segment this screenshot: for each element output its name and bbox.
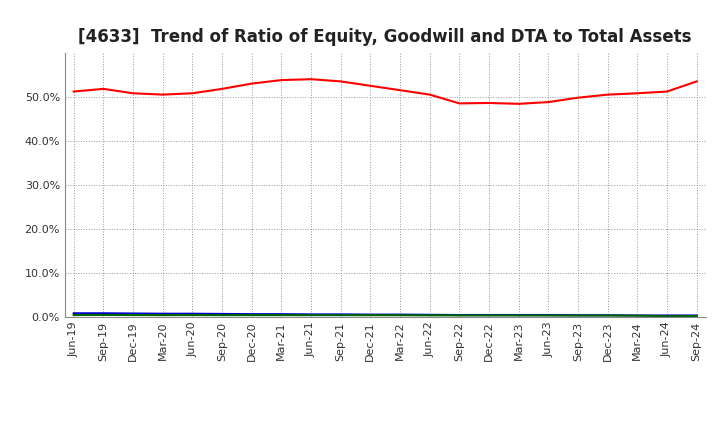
Equity — [455, 101, 464, 106]
Deferred Tax Assets — [574, 313, 582, 318]
Goodwill — [366, 312, 374, 317]
Goodwill — [396, 312, 405, 317]
Deferred Tax Assets — [426, 313, 434, 318]
Deferred Tax Assets — [455, 313, 464, 318]
Deferred Tax Assets — [544, 313, 553, 318]
Line: Equity: Equity — [73, 79, 697, 104]
Equity — [336, 79, 345, 84]
Deferred Tax Assets — [514, 313, 523, 318]
Equity — [603, 92, 612, 97]
Goodwill — [426, 312, 434, 317]
Goodwill — [693, 313, 701, 318]
Equity — [693, 79, 701, 84]
Deferred Tax Assets — [307, 312, 315, 318]
Deferred Tax Assets — [99, 312, 108, 318]
Goodwill — [129, 311, 138, 316]
Equity — [248, 81, 256, 86]
Goodwill — [188, 311, 197, 316]
Deferred Tax Assets — [277, 312, 286, 318]
Goodwill — [514, 312, 523, 318]
Equity — [396, 88, 405, 93]
Goodwill — [485, 312, 493, 318]
Goodwill — [99, 311, 108, 316]
Equity — [129, 91, 138, 96]
Equity — [188, 91, 197, 96]
Line: Goodwill: Goodwill — [73, 313, 697, 315]
Goodwill — [544, 312, 553, 318]
Equity — [307, 77, 315, 82]
Equity — [485, 100, 493, 106]
Goodwill — [633, 313, 642, 318]
Goodwill — [455, 312, 464, 318]
Deferred Tax Assets — [485, 313, 493, 318]
Deferred Tax Assets — [336, 312, 345, 318]
Equity — [217, 86, 226, 92]
Equity — [426, 92, 434, 97]
Title: [4633]  Trend of Ratio of Equity, Goodwill and DTA to Total Assets: [4633] Trend of Ratio of Equity, Goodwil… — [78, 28, 692, 46]
Equity — [514, 101, 523, 106]
Goodwill — [248, 312, 256, 317]
Goodwill — [662, 313, 671, 318]
Line: Deferred Tax Assets: Deferred Tax Assets — [73, 315, 697, 316]
Deferred Tax Assets — [396, 312, 405, 318]
Equity — [158, 92, 167, 97]
Goodwill — [277, 312, 286, 317]
Deferred Tax Assets — [69, 312, 78, 318]
Deferred Tax Assets — [129, 312, 138, 318]
Equity — [662, 89, 671, 94]
Equity — [69, 89, 78, 94]
Equity — [366, 83, 374, 88]
Deferred Tax Assets — [217, 312, 226, 318]
Deferred Tax Assets — [662, 314, 671, 319]
Deferred Tax Assets — [693, 313, 701, 319]
Deferred Tax Assets — [633, 313, 642, 318]
Deferred Tax Assets — [603, 313, 612, 318]
Goodwill — [336, 312, 345, 317]
Equity — [633, 91, 642, 96]
Deferred Tax Assets — [366, 312, 374, 318]
Deferred Tax Assets — [188, 312, 197, 318]
Equity — [277, 77, 286, 83]
Goodwill — [69, 311, 78, 316]
Deferred Tax Assets — [158, 312, 167, 318]
Equity — [574, 95, 582, 100]
Deferred Tax Assets — [248, 312, 256, 318]
Goodwill — [158, 311, 167, 316]
Goodwill — [603, 312, 612, 318]
Goodwill — [217, 312, 226, 317]
Goodwill — [307, 312, 315, 317]
Goodwill — [574, 312, 582, 318]
Equity — [99, 86, 108, 92]
Equity — [544, 99, 553, 105]
